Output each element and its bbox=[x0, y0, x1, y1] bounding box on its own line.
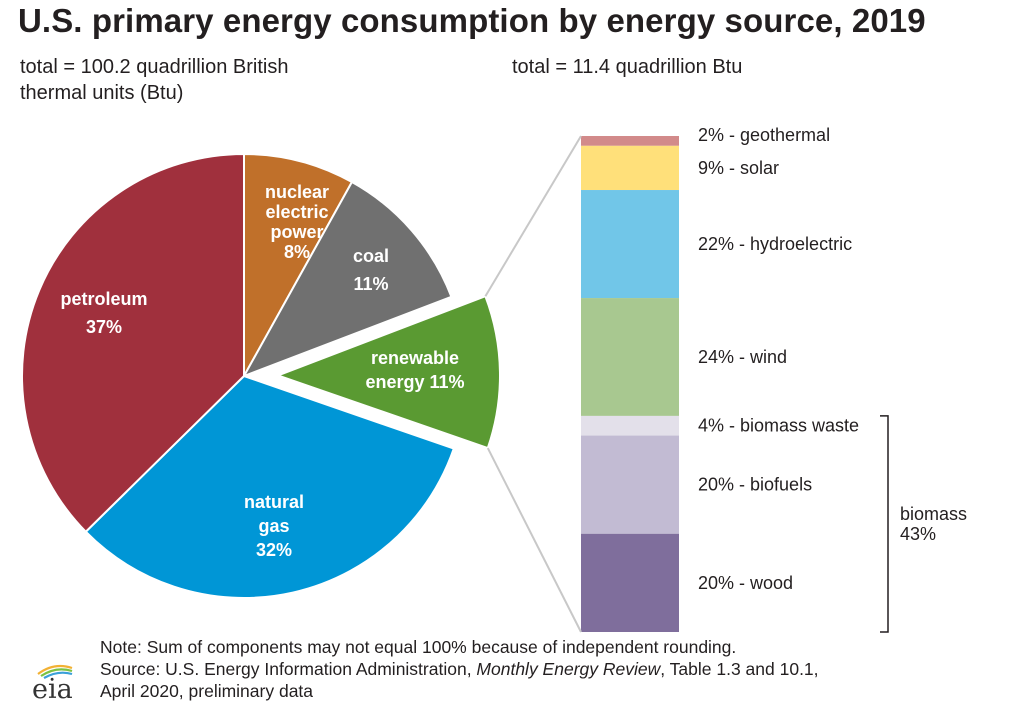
eia-logo: eia bbox=[32, 660, 92, 705]
pie-total-label: total = 100.2 quadrillion British therma… bbox=[20, 56, 289, 104]
bar-segment-biofuels bbox=[581, 435, 679, 534]
source-title: Monthly Energy Review bbox=[476, 659, 661, 679]
eia-logo-arcs-icon bbox=[37, 664, 73, 679]
biomass-bracket bbox=[880, 415, 889, 633]
pie-slice-coal bbox=[241, 180, 453, 378]
bar-segment-solar bbox=[581, 145, 679, 191]
connector-line-top bbox=[484, 135, 582, 297]
bar-label-biomass-waste: 4% - biomass waste bbox=[698, 416, 859, 436]
source-prefix: Source: U.S. Energy Information Administ… bbox=[100, 659, 477, 679]
bar-label-biofuels: 20% - biofuels bbox=[698, 475, 812, 495]
bar-segment-geothermal bbox=[581, 136, 679, 146]
bar-segment-wind bbox=[581, 298, 679, 416]
biomass-group-label: biomass 43% bbox=[900, 504, 967, 544]
pie-label-petroleum: petroleum 37% bbox=[60, 289, 147, 337]
source-suffix: , Table 1.3 and 10.1, bbox=[660, 659, 819, 679]
chart-title: U.S. primary energy consumption by energ… bbox=[18, 2, 926, 39]
rounding-note: Note: Sum of components may not equal 10… bbox=[100, 637, 737, 657]
bar-label-solar: 9% - solar bbox=[698, 158, 779, 178]
connector-line-bottom bbox=[486, 447, 582, 633]
bar-segment-biomass-waste bbox=[581, 415, 679, 436]
bar-label-hydroelectric: 22% - hydroelectric bbox=[698, 234, 852, 254]
bar-label-wood: 20% - wood bbox=[698, 573, 793, 593]
pie-slice-natural-gas bbox=[84, 374, 456, 599]
pie-label-nuclear: nuclear electric power 8% bbox=[265, 182, 329, 262]
pie-label-renewable: renewable energy 11% bbox=[365, 348, 464, 392]
notes-block: Note: Sum of components may not equal 10… bbox=[100, 636, 819, 702]
bar-total-label: total = 11.4 quadrillion Btu bbox=[512, 56, 743, 78]
bar-label-geothermal: 2% - geothermal bbox=[698, 125, 830, 145]
eia-logo-text: eia bbox=[32, 674, 73, 705]
bar-label-wind: 24% - wind bbox=[698, 347, 787, 367]
source-date: April 2020, preliminary data bbox=[100, 681, 314, 701]
pie-label-coal: coal 11% bbox=[353, 246, 389, 294]
pie-slice-petroleum bbox=[21, 152, 245, 534]
pie-slice-renewable bbox=[275, 294, 501, 450]
source-line: Source: U.S. Energy Information Administ… bbox=[100, 658, 819, 680]
energy-chart: nuclear electric power 8% coal 11% renewable en… bbox=[21, 125, 967, 633]
pie-label-natural-gas: natural gas 32% bbox=[244, 492, 304, 560]
bar-segment-wood bbox=[581, 533, 679, 632]
bar-segment-hydroelectric bbox=[581, 190, 679, 299]
pie-slice-nuclear bbox=[243, 152, 354, 380]
